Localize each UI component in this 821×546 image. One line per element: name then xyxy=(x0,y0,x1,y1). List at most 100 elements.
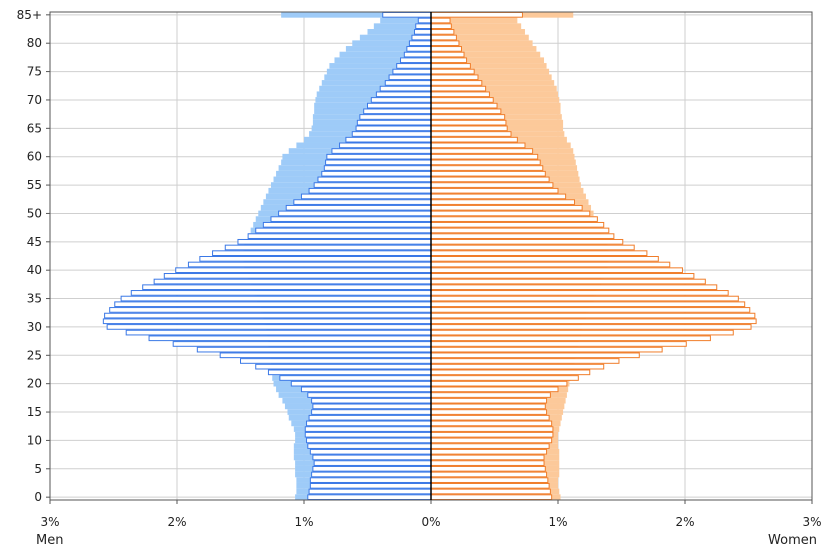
population-bar xyxy=(312,403,432,410)
population-bar xyxy=(384,80,432,86)
comparison-bar xyxy=(431,85,557,92)
x-tick-label: 1% xyxy=(548,515,567,529)
population-bar xyxy=(312,454,432,461)
population-bar xyxy=(345,136,432,143)
y-tick-label: 10 xyxy=(27,433,42,447)
population-bar xyxy=(430,159,541,166)
y-tick-label: 25 xyxy=(27,348,42,362)
population-bar xyxy=(430,34,457,41)
population-bar xyxy=(430,29,455,35)
population-bar xyxy=(430,17,451,24)
population-bar xyxy=(430,85,487,92)
x-tick-label: 2% xyxy=(167,515,186,529)
x-tick-labels: 3% 2% 1% 0% 1% 2% 3% xyxy=(40,515,821,529)
population-bar xyxy=(109,307,432,313)
population-bar xyxy=(153,278,432,285)
population-bar xyxy=(413,29,432,35)
population-bar xyxy=(430,114,506,120)
population-bar xyxy=(355,125,432,132)
population-bar xyxy=(430,170,546,177)
population-bar xyxy=(375,91,432,98)
population-bar xyxy=(363,108,432,115)
population-bar xyxy=(430,221,605,228)
population-bar xyxy=(411,34,432,41)
population-bar xyxy=(430,216,598,222)
y-tick-label: 5 xyxy=(34,462,42,476)
population-bar xyxy=(313,460,432,466)
population-bar xyxy=(293,199,432,205)
x-tick-label: 1% xyxy=(294,515,313,529)
population-bar xyxy=(325,159,432,166)
population-bar xyxy=(106,324,432,330)
population-bar xyxy=(430,136,518,143)
population-bar xyxy=(430,284,718,291)
comparison-bar xyxy=(326,68,431,75)
population-bar xyxy=(279,375,432,381)
population-bar xyxy=(430,437,553,444)
comparison-bar xyxy=(367,29,431,35)
population-bar xyxy=(359,114,432,120)
population-bar xyxy=(175,267,432,274)
population-bar xyxy=(430,148,534,154)
population-bar xyxy=(406,46,432,52)
comparison-bar xyxy=(373,23,431,30)
population-bar xyxy=(430,23,452,30)
population-bar xyxy=(430,256,659,262)
comparison-bar xyxy=(316,91,431,98)
population-bar xyxy=(430,431,554,438)
population-bar xyxy=(415,23,432,30)
population-bar xyxy=(247,233,432,239)
population-bar xyxy=(255,363,432,370)
axes xyxy=(46,11,813,504)
population-bar xyxy=(430,386,559,393)
population-bar xyxy=(120,295,432,302)
population-bar xyxy=(313,182,432,188)
population-bar xyxy=(308,414,432,421)
population-bar xyxy=(430,409,548,415)
population-bar xyxy=(430,443,550,449)
population-bar xyxy=(430,335,711,342)
population-bar xyxy=(430,176,550,183)
comparison-bar xyxy=(281,12,431,18)
comparison-bar xyxy=(431,80,555,86)
population-bar xyxy=(367,102,432,109)
population-bar xyxy=(430,312,756,319)
population-bar xyxy=(224,244,432,251)
population-bar xyxy=(430,187,559,194)
y-tick-label: 35 xyxy=(27,292,42,306)
population-bar xyxy=(430,63,471,69)
population-bar xyxy=(430,278,706,285)
population-bar xyxy=(430,182,554,188)
outline-bars xyxy=(102,12,757,501)
y-tick-label: 20 xyxy=(27,377,42,391)
population-bar xyxy=(430,341,687,347)
population-bar xyxy=(430,375,579,381)
population-bar xyxy=(290,380,432,387)
population-bar xyxy=(430,199,576,205)
comparison-bar xyxy=(431,91,558,98)
population-bar xyxy=(430,454,545,461)
population-bar xyxy=(430,363,605,370)
population-bar xyxy=(430,465,546,472)
y-tick-label: 65 xyxy=(27,121,42,135)
population-bar xyxy=(408,40,432,47)
population-bar xyxy=(267,369,432,376)
population-bar xyxy=(130,290,432,296)
population-bar xyxy=(430,119,507,126)
population-bar xyxy=(326,153,432,160)
comparison-bar xyxy=(431,23,522,30)
comparison-bar xyxy=(431,29,525,35)
population-bar xyxy=(125,329,432,336)
population-bar xyxy=(370,97,432,103)
population-bar xyxy=(430,477,549,483)
population-bar xyxy=(306,437,432,444)
population-bar xyxy=(430,267,683,274)
population-bar xyxy=(430,488,551,495)
population-bar xyxy=(430,46,462,52)
population-bar xyxy=(430,403,546,410)
population-bar xyxy=(430,307,751,313)
population-bar xyxy=(430,352,640,359)
population-bar xyxy=(309,477,432,483)
population-bar xyxy=(430,369,591,376)
population-bar xyxy=(430,426,554,432)
